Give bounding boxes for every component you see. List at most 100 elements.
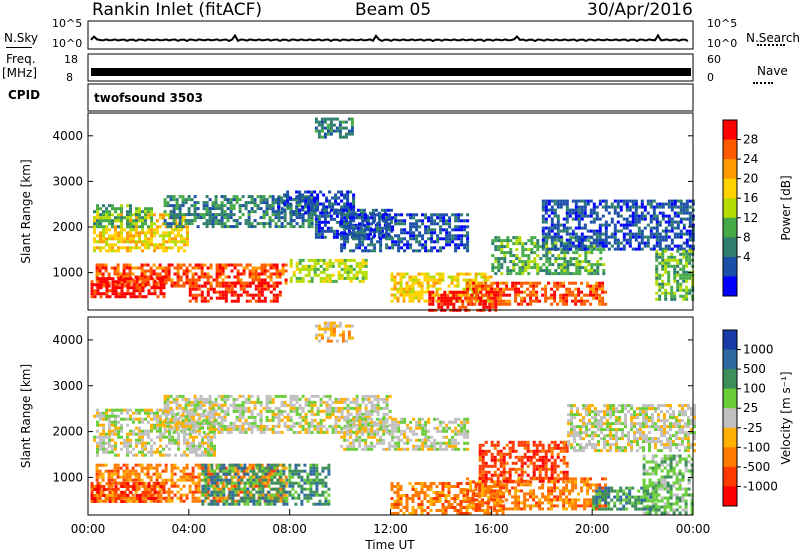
power-cell — [99, 277, 103, 281]
velocity-cell — [321, 478, 325, 482]
power-cell — [418, 249, 422, 253]
velocity-cell — [149, 475, 153, 479]
power-cell — [670, 223, 674, 227]
velocity-cell — [324, 490, 328, 494]
velocity-cell — [179, 478, 183, 482]
velocity-cell — [128, 469, 132, 473]
power-cell — [472, 296, 476, 300]
power-cell — [111, 280, 115, 284]
power-cell — [631, 223, 635, 227]
power-cell — [96, 246, 99, 250]
power-cell — [640, 247, 644, 251]
power-cell — [412, 222, 416, 226]
velocity-cell — [111, 423, 114, 427]
velocity-cell — [105, 482, 109, 485]
power-cell — [236, 278, 240, 282]
velocity-cell — [201, 487, 205, 491]
power-cell — [465, 278, 469, 282]
power-cell — [232, 204, 236, 208]
power-cell — [96, 277, 100, 281]
power-cell — [487, 296, 491, 300]
velocity-cell — [206, 496, 210, 500]
power-cell — [123, 228, 126, 232]
power-cell — [373, 243, 377, 247]
power-cell — [125, 263, 129, 267]
power-cell — [159, 243, 162, 247]
power-cell — [350, 120, 354, 124]
velocity-cell — [90, 497, 94, 500]
power-cell — [430, 237, 434, 241]
power-cell — [568, 290, 572, 294]
power-cell — [117, 286, 121, 290]
power-cell — [379, 243, 383, 247]
power-cell — [358, 222, 362, 226]
power-cell — [120, 295, 124, 299]
power-cell — [263, 299, 267, 303]
power-cell — [526, 302, 530, 306]
power-cell — [426, 290, 430, 294]
power-cell — [322, 276, 326, 280]
power-cell — [527, 263, 531, 267]
power-cell — [120, 210, 123, 214]
power-cell — [577, 293, 581, 297]
velocity-cell — [239, 463, 243, 467]
power-cell — [150, 216, 153, 220]
velocity-cell — [213, 499, 217, 503]
power-cell — [105, 289, 109, 293]
power-cell — [193, 219, 197, 223]
power-cell — [277, 199, 281, 203]
velocity-cell — [126, 438, 129, 442]
power-cell — [529, 290, 533, 294]
power-cell — [358, 267, 362, 271]
power-cell — [325, 273, 329, 277]
power-cell — [556, 220, 560, 224]
power-cell — [260, 281, 264, 285]
velocity-cell — [171, 414, 174, 418]
power-cell — [159, 289, 163, 293]
power-cell — [266, 269, 270, 273]
power-cell — [430, 213, 434, 217]
power-cell — [527, 248, 531, 252]
power-cell — [449, 290, 453, 294]
power-cell — [423, 299, 427, 303]
power-cell — [454, 225, 458, 229]
power-cell — [335, 229, 339, 233]
power-cell — [126, 246, 129, 250]
freq-trace-band — [91, 68, 691, 76]
velocity-cell — [243, 481, 247, 485]
power-cell — [452, 290, 456, 294]
velocity-cell — [99, 447, 102, 451]
power-cell — [577, 238, 581, 242]
power-cell — [604, 238, 608, 242]
power-cell — [208, 216, 212, 220]
velocity-cell — [147, 491, 151, 494]
power-cell — [506, 245, 510, 249]
power-cell — [679, 267, 683, 271]
velocity-cell — [248, 493, 252, 497]
power-cell — [661, 264, 665, 268]
velocity-cell — [129, 441, 132, 445]
power-cell — [517, 293, 521, 297]
power-cell — [316, 193, 320, 197]
power-cell — [232, 225, 236, 229]
velocity-cell — [234, 463, 238, 467]
power-cell — [557, 263, 561, 267]
power-cell — [242, 269, 246, 273]
power-cell — [307, 205, 311, 209]
power-cell — [323, 120, 327, 124]
power-cell — [550, 220, 554, 224]
power-cell — [188, 293, 192, 297]
power-cell — [215, 278, 219, 282]
power-cell — [338, 208, 342, 212]
power-cell — [435, 272, 439, 276]
velocity-cell — [140, 493, 144, 497]
velocity-cell — [288, 478, 292, 482]
power-cell — [406, 213, 410, 217]
power-cell — [551, 254, 555, 258]
power-cell — [161, 269, 165, 273]
power-cell — [439, 246, 443, 250]
power-cell — [269, 278, 273, 282]
power-cell — [685, 273, 689, 277]
power-cell — [420, 290, 424, 294]
velocity-cell — [138, 411, 141, 415]
